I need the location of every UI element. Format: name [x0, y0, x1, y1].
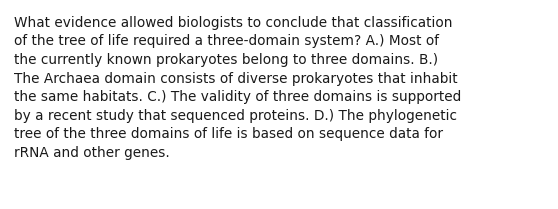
Text: What evidence allowed biologists to conclude that classification
of the tree of : What evidence allowed biologists to conc…: [14, 16, 461, 160]
